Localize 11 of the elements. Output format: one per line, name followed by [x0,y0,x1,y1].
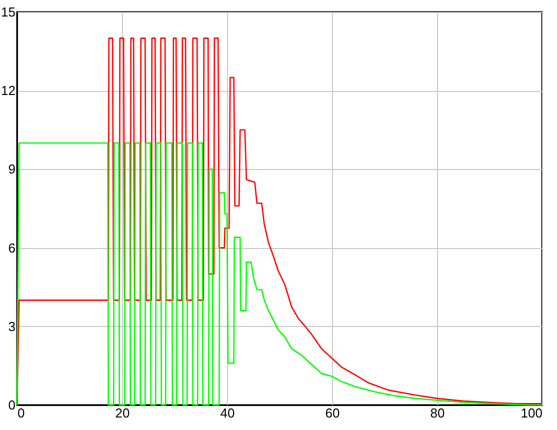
y-tick-label: 6 [8,240,16,256]
y-tick-label: 9 [8,162,16,177]
y-tick-label: 12 [1,83,16,98]
x-tick-label: 0 [18,406,25,420]
x-tick-label: 20 [115,406,130,420]
x-tick-label: 80 [430,406,445,420]
y-tick-label: 15 [1,4,16,20]
y-tick-label: 3 [8,318,16,334]
x-tick-label: 60 [325,406,340,420]
x-tick-label: 100 [520,406,542,420]
x-tick-label: 40 [220,406,235,420]
